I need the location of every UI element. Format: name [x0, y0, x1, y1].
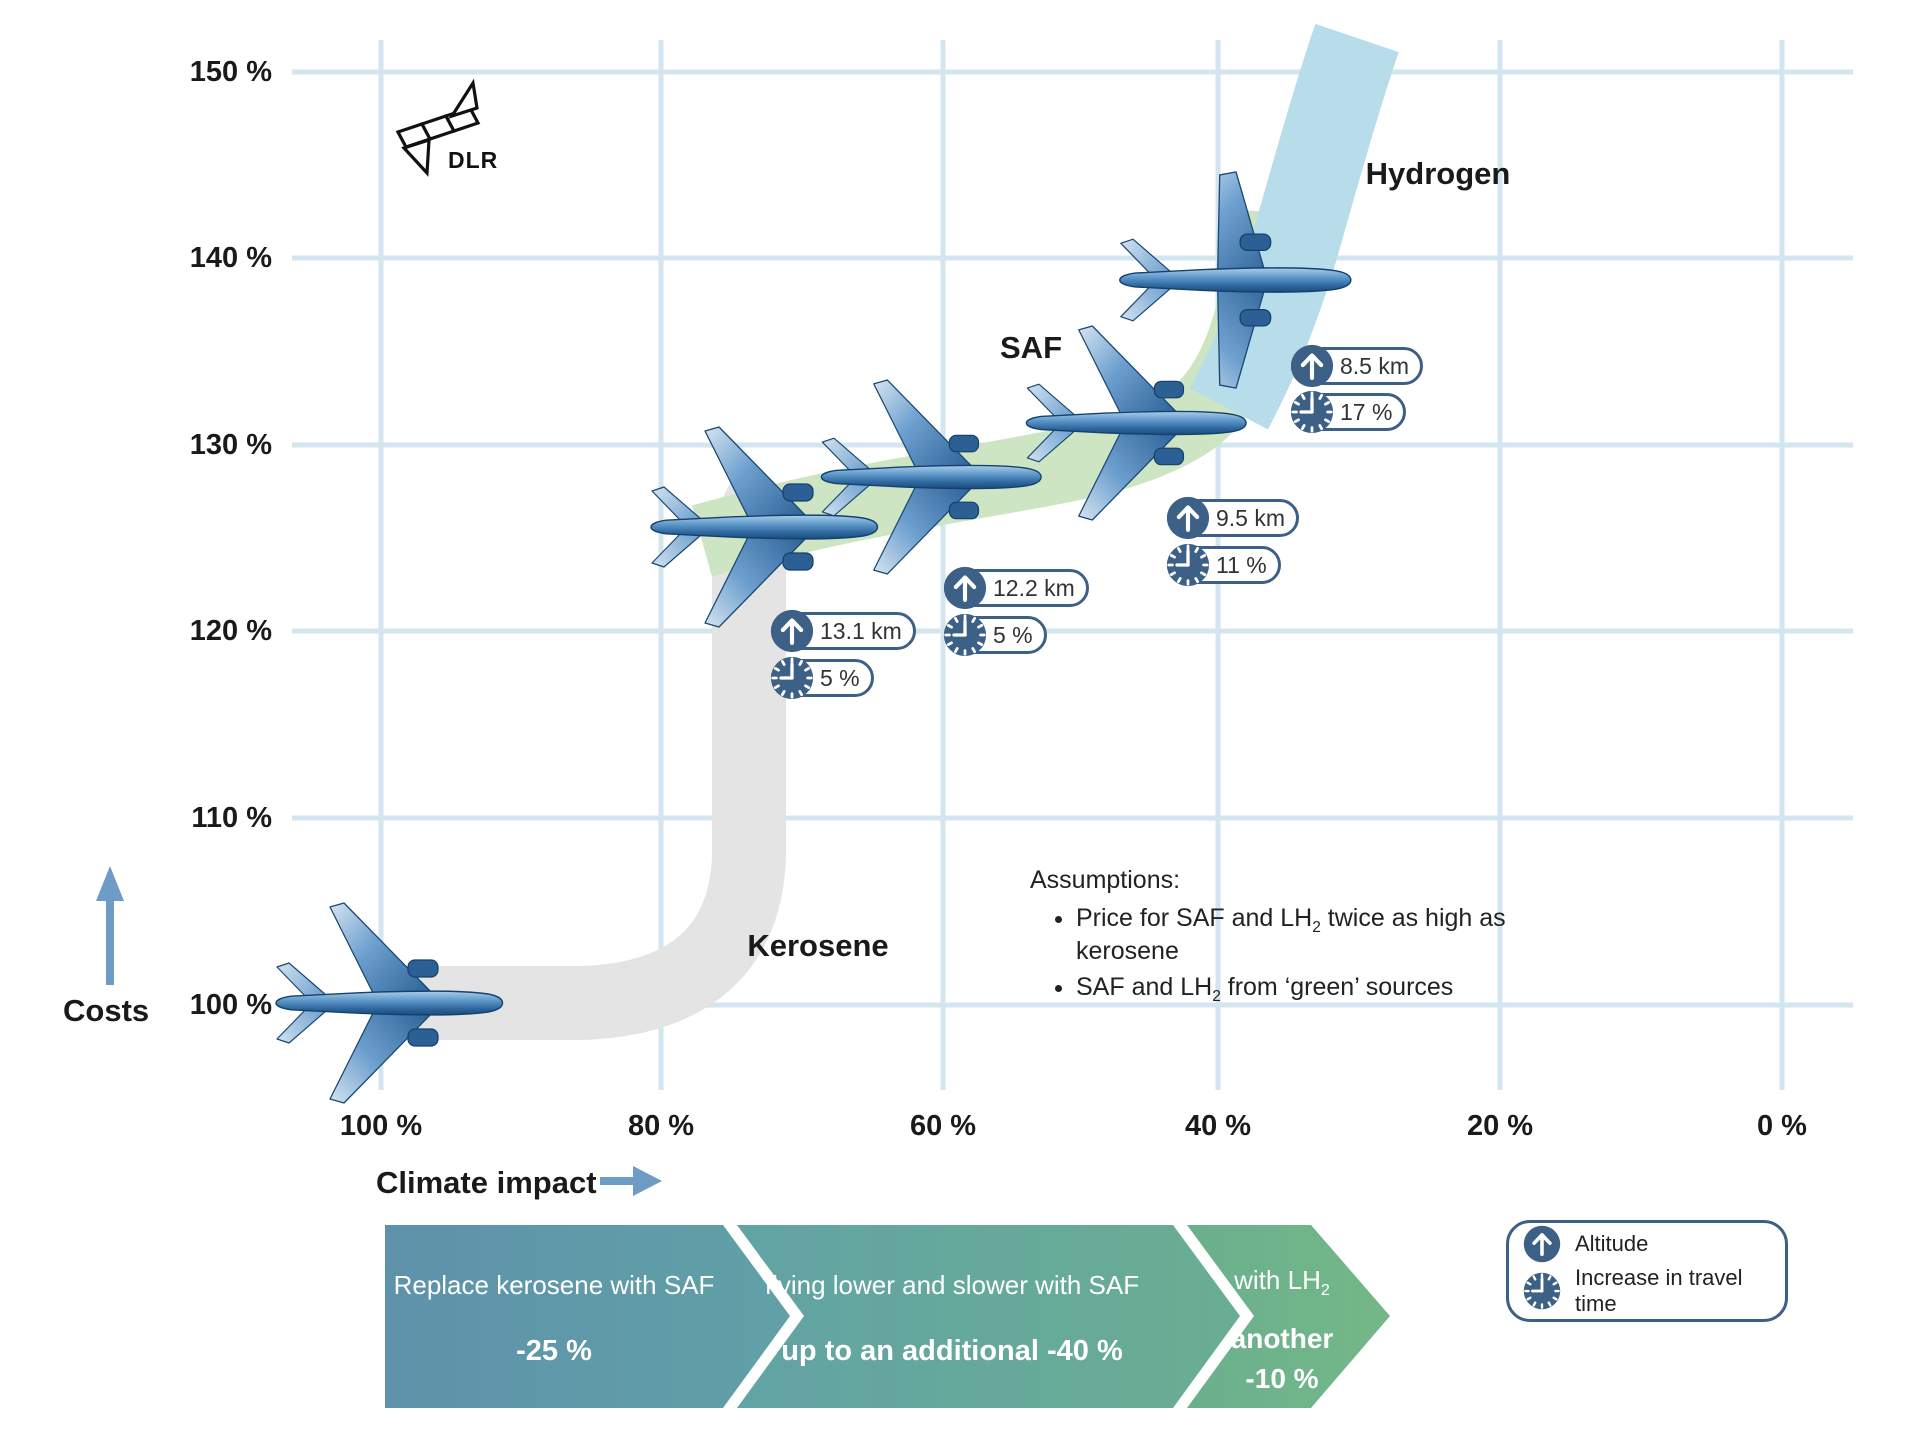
step1-value: -25 %	[516, 1335, 592, 1367]
altitude-icon	[770, 609, 814, 653]
step2-value: up to an additional -40 %	[781, 1335, 1123, 1367]
saf2-travel-time-badge: 5 %	[943, 613, 1047, 657]
costs-axis-arrow	[96, 866, 124, 985]
x-tick-0: 0 %	[1757, 1110, 1807, 1142]
saf3-altitude-badge: 9.5 km	[1166, 496, 1300, 540]
kerosene-label: Kerosene	[747, 928, 889, 963]
badge-value: 11 %	[1216, 551, 1267, 578]
dlr-logo-text: DLR	[448, 147, 499, 173]
x-axis-title: Climate impact	[376, 1165, 597, 1200]
step3-label: with LH2	[1234, 1265, 1330, 1300]
badge-value: 8.5 km	[1340, 352, 1410, 379]
legend: Altitude Increase in travel time	[1506, 1220, 1788, 1322]
clock-icon	[1290, 390, 1334, 434]
badge-value: 12.2 km	[993, 574, 1075, 601]
x-tick-80: 80 %	[627, 1110, 695, 1142]
x-tick-100: 100 %	[339, 1110, 423, 1142]
assumptions-title: Assumptions:	[1030, 866, 1181, 894]
assumption-item: Price for SAF and LH2 twice as high as k…	[1076, 902, 1590, 968]
hydrogen-altitude-badge: 8.5 km	[1290, 344, 1424, 388]
badge-value: 17 %	[1340, 398, 1393, 425]
assumptions-block: Assumptions: Price for SAF and LH2 twice…	[1030, 864, 1590, 1007]
dlr-logo-icon	[395, 78, 481, 177]
legend-altitude-row: Altitude	[1523, 1225, 1785, 1263]
clock-icon	[1166, 543, 1210, 587]
assumption-item: SAF and LH2 from ‘green’ sources	[1076, 971, 1590, 1004]
y-tick-150: 150 %	[189, 56, 272, 88]
x-tick-60: 60 %	[909, 1110, 977, 1142]
step1-label: Replace kerosene with SAF	[393, 1270, 715, 1300]
saf-airplane-icon-2	[820, 379, 1042, 575]
assumptions-list: Price for SAF and LH2 twice as high as k…	[1030, 902, 1590, 1004]
saf-label: SAF	[1000, 330, 1062, 365]
y-tick-100: 100 %	[189, 989, 272, 1021]
saf2-altitude-badge: 12.2 km	[944, 569, 1089, 607]
saf3-travel-time-badge: 11 %	[1166, 543, 1281, 587]
badge-value: 9.5 km	[1216, 504, 1286, 531]
hydrogen-label: Hydrogen	[1365, 156, 1511, 191]
hydrogen-travel-time-badge: 17 %	[1290, 390, 1407, 434]
saf1-travel-time-badge: 5 %	[770, 656, 874, 700]
process-arrow-1	[385, 1225, 790, 1408]
saf1-altitude-badge: 13.1 km	[771, 612, 916, 650]
y-tick-130: 130 %	[189, 429, 272, 461]
hydrogen-band	[1190, 23, 1399, 430]
climate-impact-axis-arrow	[600, 1166, 662, 1196]
step3-value-line1: another	[1230, 1323, 1334, 1354]
badge-value: 5 %	[820, 664, 860, 691]
altitude-icon	[943, 566, 987, 610]
process-arrow-3	[1187, 1225, 1390, 1408]
altitude-icon	[1523, 1225, 1561, 1263]
altitude-icon	[1290, 344, 1334, 388]
x-tick-40: 40 %	[1184, 1110, 1252, 1142]
x-tick-20: 20 %	[1466, 1110, 1534, 1142]
clock-icon	[943, 613, 987, 657]
process-arrow-2	[737, 1225, 1240, 1408]
legend-label: Increase in travel time	[1575, 1265, 1743, 1316]
y-axis-title: Costs	[63, 993, 150, 1028]
clock-icon	[770, 656, 814, 700]
y-tick-110: 110 %	[191, 802, 272, 834]
badge-value: 5 %	[993, 621, 1033, 648]
badge-value: 13.1 km	[820, 617, 902, 644]
y-tick-120: 120 %	[189, 615, 272, 647]
altitude-icon	[1166, 496, 1210, 540]
kerosene-airplane-icon	[275, 902, 504, 1104]
legend-label: Altitude	[1575, 1231, 1649, 1256]
legend-travel-time-row: Increase in travel time	[1523, 1265, 1785, 1317]
kerosene-band	[372, 474, 798, 1040]
clock-icon	[1523, 1272, 1561, 1310]
step2-label: flying lower and slower with SAF	[764, 1270, 1140, 1300]
y-tick-140: 140 %	[189, 242, 272, 274]
step3-value-line2: -10 %	[1245, 1363, 1319, 1394]
